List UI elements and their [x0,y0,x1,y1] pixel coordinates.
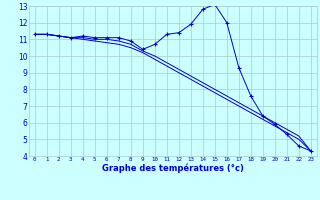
X-axis label: Graphe des températures (°c): Graphe des températures (°c) [102,164,244,173]
